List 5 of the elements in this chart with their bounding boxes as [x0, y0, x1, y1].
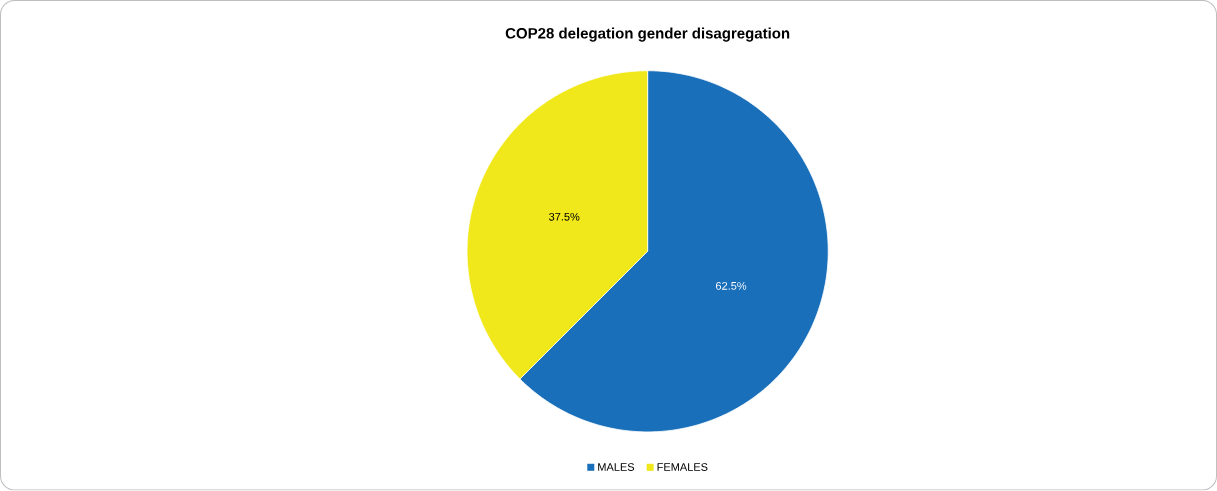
data-label: 62.5% — [716, 282, 747, 290]
legend-label: FEMALES — [657, 463, 708, 472]
data-label: 37.5% — [549, 213, 580, 221]
legend-label: MALES — [598, 463, 635, 472]
chart-title: COP28 delegation gender disagregation — [505, 27, 790, 42]
